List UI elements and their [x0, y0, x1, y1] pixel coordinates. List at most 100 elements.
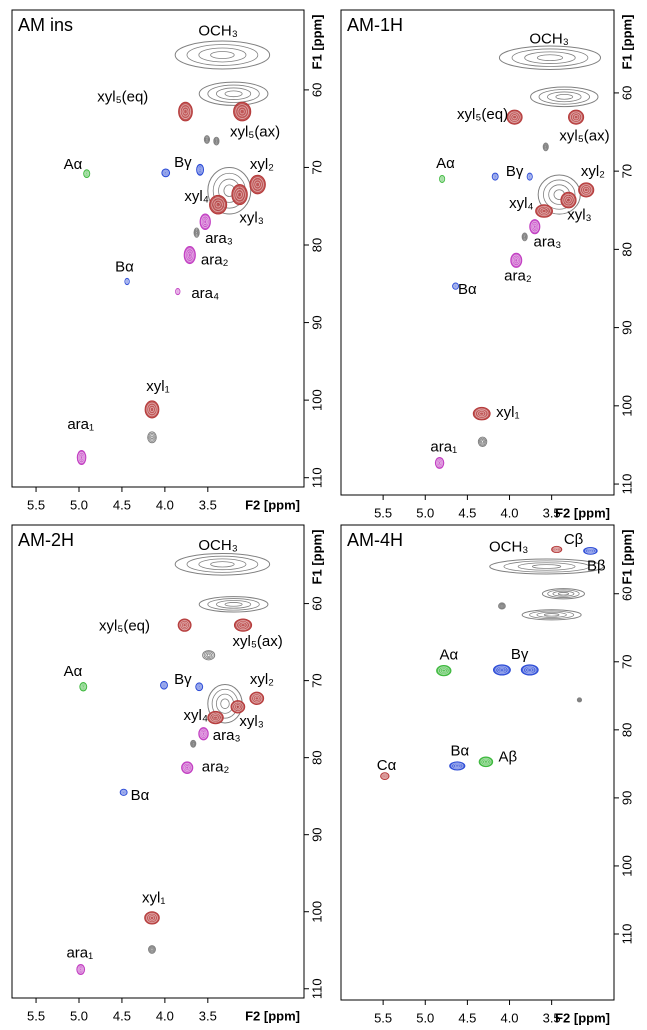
contour-ring	[566, 197, 571, 203]
contour-ring	[146, 402, 158, 417]
contour-ring	[176, 290, 179, 293]
contour-ring	[84, 171, 89, 176]
contour-ring	[533, 224, 537, 229]
y-tick-label: 110	[309, 467, 324, 488]
contour-ring	[578, 698, 581, 702]
cross-peak	[449, 761, 466, 771]
cross-peak	[174, 40, 271, 70]
x-tick-label: 4.0	[500, 505, 518, 520]
contour-ring	[453, 284, 458, 289]
contour-ring	[480, 439, 486, 445]
contour-ring	[440, 176, 444, 182]
contour-ring	[207, 598, 260, 611]
peak-label: xyl₅(eq)	[97, 89, 148, 106]
y-tick-label: 70	[619, 655, 634, 669]
contour-ring	[181, 106, 190, 117]
cross-peak	[193, 227, 200, 238]
peak-label: OCH₃	[489, 538, 528, 555]
y-tick-label: 90	[619, 320, 634, 334]
x-tick-label: 4.5	[458, 1010, 476, 1025]
contour-ring	[211, 714, 220, 722]
peak-label: ara₃	[205, 230, 233, 247]
contour-ring	[478, 437, 487, 446]
x-tick-label: 4.0	[156, 497, 174, 512]
cross-peak	[209, 194, 228, 215]
peak-label: Bβ	[587, 557, 606, 574]
x-tick-label: 5.5	[27, 497, 45, 512]
peak-label: ara₂	[201, 251, 229, 268]
y-tick-label: 110	[309, 978, 324, 999]
y-tick-label: 60	[619, 586, 634, 600]
panel-title: AM-1H	[347, 15, 403, 35]
x-tick-label: 5.5	[27, 1008, 45, 1023]
cross-peak	[181, 761, 194, 774]
peak-label: xyl₂	[581, 163, 605, 180]
peak-label: xyl₁	[146, 378, 169, 395]
plot-frame	[340, 524, 615, 1001]
contour-ring	[254, 696, 259, 701]
contour-ring	[186, 250, 193, 260]
contour-ring	[197, 685, 201, 689]
x-tick-label: 3.5	[543, 505, 561, 520]
panel: AM-2H 5.5 5.0 4.5 4.0 3.5 F2 [ppm] 60 70 80 90 100 1…	[11, 524, 324, 1023]
contour-ring	[164, 171, 168, 175]
cross-peak	[576, 697, 583, 703]
contour-ring	[198, 168, 202, 172]
peak-label: OCH₃	[198, 23, 237, 40]
x-tick-label: 4.5	[113, 497, 131, 512]
contour-ring	[126, 280, 129, 283]
contour-ring	[569, 111, 583, 123]
contour-ring	[203, 651, 214, 660]
contour-ring	[179, 104, 192, 119]
contour-ring	[190, 740, 196, 747]
y-tick-label: 80	[309, 238, 324, 252]
contour-ring	[237, 191, 242, 198]
contour-ring	[179, 620, 190, 631]
peak-label: xyl₃	[239, 210, 263, 227]
contour-ring	[202, 217, 209, 227]
contour-ring	[578, 698, 581, 701]
contour-ring	[206, 653, 211, 657]
contour-ring	[240, 623, 246, 628]
y-tick-label: 110	[619, 924, 634, 945]
contour-ring	[586, 548, 595, 553]
contour-ring	[514, 258, 519, 263]
cross-peak	[498, 602, 506, 610]
cross-peak	[541, 588, 586, 600]
cross-peak	[213, 136, 220, 146]
contour-ring	[120, 789, 127, 796]
peak-label: xyl₅(eq)	[457, 106, 508, 123]
contour-ring	[555, 548, 559, 551]
contour-ring	[499, 604, 505, 608]
x-tick-label: 3.5	[199, 1008, 217, 1023]
cross-peak	[174, 553, 271, 576]
peak-label: Aβ	[499, 749, 518, 766]
cross-peak	[233, 101, 252, 122]
x-tick-label: 5.5	[374, 505, 392, 520]
cross-peak	[207, 166, 252, 215]
contour-ring	[544, 144, 548, 150]
contour-ring	[235, 704, 240, 709]
contour-ring	[185, 765, 189, 770]
contour-ring	[213, 199, 223, 210]
contour-ring	[451, 762, 464, 770]
peak-label: Aα	[440, 647, 459, 664]
contour-ring	[454, 284, 457, 288]
contour-ring	[517, 562, 576, 571]
peak-label: Bα	[115, 258, 134, 275]
contour-ring	[511, 254, 521, 267]
contour-ring	[197, 165, 204, 175]
x-tick-label: 3.5	[199, 497, 217, 512]
contour-ring	[211, 197, 225, 213]
contour-ring	[77, 451, 86, 464]
contour-ring	[483, 760, 489, 764]
contour-ring	[214, 137, 219, 145]
contour-ring	[439, 175, 445, 183]
x-tick-label: 5.0	[416, 505, 434, 520]
contour-ring	[564, 195, 573, 205]
contour-ring	[77, 965, 85, 974]
contour-ring	[523, 665, 537, 675]
x-tick-label: 5.0	[70, 1008, 88, 1023]
contour-ring	[80, 683, 87, 691]
